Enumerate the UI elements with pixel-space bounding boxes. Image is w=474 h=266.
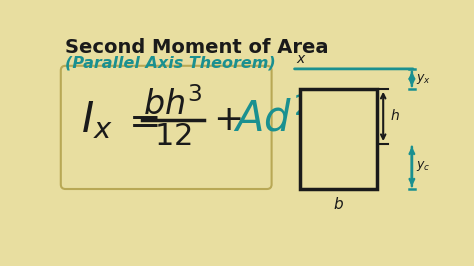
Text: (Parallel Axis Theorem): (Parallel Axis Theorem) — [65, 55, 276, 70]
Text: $y_x$: $y_x$ — [416, 72, 431, 86]
Text: Second Moment of Area: Second Moment of Area — [65, 38, 329, 57]
Text: b: b — [333, 197, 343, 212]
Text: $=$: $=$ — [121, 102, 159, 140]
Text: $12$: $12$ — [154, 122, 192, 151]
Bar — [300, 89, 377, 189]
Text: $\mathit{Ad}^2$: $\mathit{Ad}^2$ — [233, 98, 311, 141]
Text: $\mathit{bh}^3$: $\mathit{bh}^3$ — [143, 87, 203, 122]
FancyBboxPatch shape — [61, 66, 272, 189]
Text: $y_c$: $y_c$ — [416, 160, 430, 173]
Text: x: x — [296, 52, 305, 66]
Text: $\mathit{I_x}$: $\mathit{I_x}$ — [81, 99, 113, 141]
Text: h: h — [391, 109, 400, 123]
Text: $+$: $+$ — [213, 103, 241, 137]
